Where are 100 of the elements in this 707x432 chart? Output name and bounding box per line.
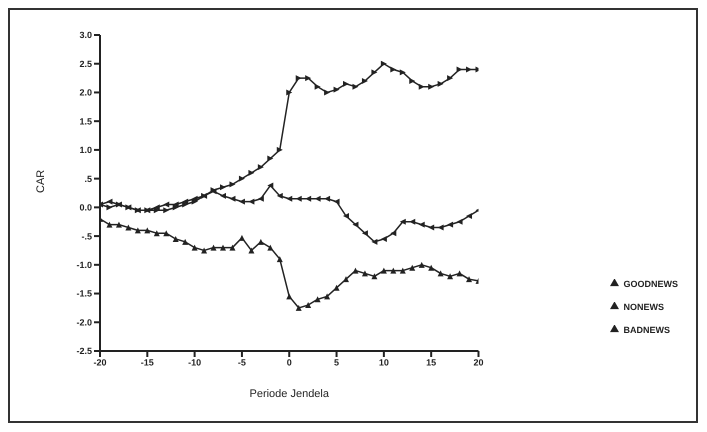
- point: [182, 201, 188, 208]
- point: [400, 218, 406, 225]
- point: [314, 296, 321, 302]
- point: [192, 196, 198, 202]
- y-tick-label: 2.0: [79, 88, 92, 98]
- point: [400, 69, 406, 76]
- legend-label: GOODNEWS: [623, 279, 678, 289]
- x-tick-label: 20: [473, 357, 484, 368]
- point: [447, 273, 454, 280]
- x-tick-label: -5: [238, 357, 246, 368]
- point: [380, 268, 387, 274]
- point: [380, 60, 387, 67]
- point: [362, 78, 368, 84]
- point: [286, 89, 292, 96]
- y-tick-label: -1.5: [76, 288, 92, 299]
- point: [456, 270, 463, 276]
- point: [371, 238, 378, 245]
- x-tick-label: 0: [286, 357, 292, 368]
- point: [438, 80, 444, 87]
- point: [163, 201, 170, 208]
- point: [210, 244, 217, 251]
- y-tick-label: -.5: [81, 231, 92, 242]
- y-tick-label: .5: [84, 174, 92, 184]
- point: [106, 204, 112, 210]
- point: [229, 244, 236, 251]
- point: [267, 244, 274, 251]
- point: [144, 227, 150, 234]
- point: [466, 212, 472, 219]
- point: [296, 304, 302, 311]
- point: [182, 238, 188, 245]
- y-tick-label: 1.5: [79, 116, 92, 126]
- point: [238, 176, 245, 182]
- x-tick-label: -15: [140, 357, 154, 368]
- point: [258, 196, 264, 202]
- x-tick-label: 15: [426, 357, 436, 368]
- point: [163, 230, 170, 236]
- point: [438, 270, 444, 276]
- y-tick-label: 3.0: [79, 30, 92, 40]
- x-tick-label: 5: [334, 357, 340, 368]
- point: [343, 212, 350, 219]
- point: [106, 198, 112, 205]
- point: [371, 273, 378, 280]
- point: [163, 207, 170, 214]
- x-tick-label: -10: [188, 357, 202, 368]
- point: [418, 262, 425, 268]
- point: [286, 293, 292, 300]
- x-tick-label: 10: [378, 357, 389, 368]
- point: [324, 293, 330, 300]
- point: [286, 196, 292, 202]
- x-axis-title: Periode Jendela: [249, 388, 330, 400]
- y-tick-label: 2.5: [79, 58, 92, 69]
- point: [390, 268, 396, 274]
- point: [362, 270, 368, 276]
- point: [352, 222, 358, 228]
- point: [229, 196, 236, 202]
- y-tick-label: -2.5: [76, 346, 92, 356]
- point: [334, 284, 340, 291]
- y-tick-label: 0.0: [79, 202, 92, 213]
- point: [352, 84, 358, 90]
- point: [390, 230, 396, 236]
- point: [305, 75, 312, 82]
- point: [390, 66, 396, 72]
- y-tick-label: 1.0: [79, 145, 92, 156]
- point: [400, 268, 406, 274]
- point: [106, 222, 112, 228]
- point: [154, 230, 160, 236]
- point: [248, 247, 254, 254]
- point: [220, 184, 226, 190]
- legend-label: NONEWS: [623, 302, 664, 312]
- legend-label: BADNEWS: [623, 325, 670, 335]
- point: [334, 198, 340, 205]
- point: [380, 236, 387, 242]
- point: [201, 247, 208, 254]
- point: [276, 256, 283, 262]
- point: [182, 198, 188, 205]
- x-tick-label: -20: [93, 357, 107, 368]
- point: [343, 80, 350, 87]
- point: [314, 84, 321, 90]
- point: [409, 264, 416, 271]
- point: [220, 192, 226, 199]
- point: [220, 244, 226, 251]
- point: [447, 222, 454, 228]
- point: [248, 170, 254, 176]
- point: [428, 224, 434, 230]
- point: [362, 230, 368, 236]
- point: [276, 146, 283, 153]
- point: [428, 264, 434, 271]
- point: [192, 198, 198, 205]
- point: [116, 222, 122, 228]
- point: [258, 164, 264, 170]
- point: [134, 227, 141, 234]
- y-tick-label: -1.0: [76, 260, 92, 270]
- point: [343, 276, 350, 282]
- point: [447, 75, 454, 82]
- point: [334, 86, 340, 93]
- point: [125, 224, 132, 230]
- point: [371, 69, 378, 76]
- point: [276, 192, 283, 199]
- point: [466, 276, 472, 282]
- point: [418, 222, 425, 228]
